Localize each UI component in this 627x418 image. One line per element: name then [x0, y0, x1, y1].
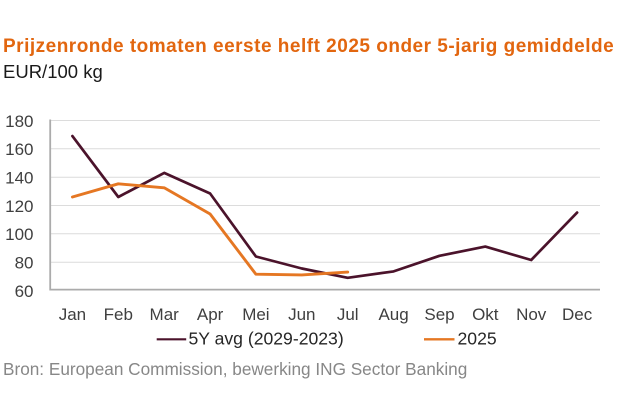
svg-text:Nov: Nov — [516, 305, 547, 324]
svg-text:Dec: Dec — [562, 305, 593, 324]
svg-text:5Y avg (2029-2023): 5Y avg (2029-2023) — [189, 329, 344, 349]
svg-text:Okt: Okt — [472, 305, 499, 324]
svg-text:160: 160 — [5, 140, 33, 159]
svg-text:120: 120 — [5, 197, 33, 216]
svg-text:Sep: Sep — [424, 305, 454, 324]
svg-text:180: 180 — [5, 112, 33, 131]
svg-text:Jan: Jan — [59, 305, 86, 324]
svg-text:Feb: Feb — [104, 305, 133, 324]
svg-text:60: 60 — [15, 282, 34, 301]
svg-text:Jul: Jul — [337, 305, 359, 324]
svg-text:Aug: Aug — [378, 305, 408, 324]
svg-text:Apr: Apr — [197, 305, 224, 324]
svg-text:140: 140 — [5, 169, 33, 188]
svg-text:80: 80 — [15, 254, 34, 273]
svg-text:Mei: Mei — [242, 305, 269, 324]
svg-text:Jun: Jun — [288, 305, 315, 324]
svg-text:Mar: Mar — [150, 305, 180, 324]
svg-text:2025: 2025 — [458, 329, 497, 349]
svg-text:100: 100 — [5, 225, 33, 244]
